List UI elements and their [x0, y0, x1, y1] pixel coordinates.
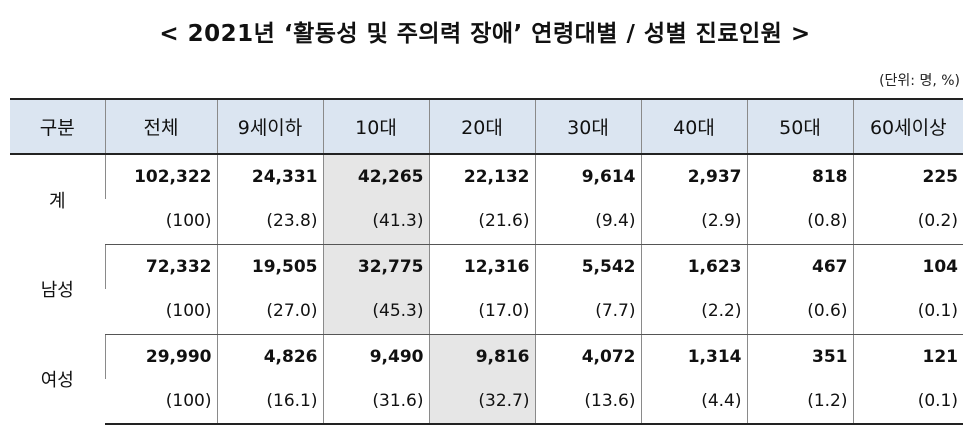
share-cell: (45.3): [322, 289, 429, 335]
table-row-count: 계 102,322 24,331 42,265 22,132 9,614 2,937 818 2…: [10, 154, 963, 212]
column-header: 60세이상: [852, 98, 963, 155]
share-cell: (0.1): [852, 379, 963, 425]
share-cell: (1.2): [746, 379, 853, 425]
table-row-count: 남성 72,332 19,505 32,775 12,316 5,542 1,623 467 1…: [10, 244, 963, 301]
share-cell: (41.3): [322, 199, 429, 245]
count-cell: 9,490: [322, 334, 429, 379]
column-header: 9세이하: [216, 98, 323, 155]
count-cell: 32,775: [322, 244, 429, 289]
count-cell: 104: [852, 244, 963, 289]
count-cell: 102,322: [104, 154, 217, 199]
header-row: 구분 전체 9세이하 10대 20대 30대 40대 50대 60세이상: [10, 98, 963, 155]
share-cell: (4.4): [640, 379, 747, 425]
share-cell: (16.1): [216, 379, 323, 425]
row-group-label: 여성: [40, 370, 74, 391]
share-cell: (32.7): [428, 379, 535, 425]
share-cell: (100): [105, 199, 217, 245]
table-row-count: 여성 29,990 4,826 9,490 9,816 4,072 1,314 351 121: [10, 334, 963, 391]
count-cell: 9,816: [428, 334, 535, 379]
share-cell: (23.8): [216, 199, 323, 245]
count-cell: 225: [852, 154, 963, 199]
column-header: 10대: [322, 98, 429, 155]
share-cell: (100): [105, 379, 217, 425]
share-cell: (0.6): [746, 289, 853, 335]
share-cell: (31.6): [322, 379, 429, 425]
column-header: 40대: [640, 98, 747, 155]
count-cell: 72,332: [104, 244, 217, 289]
count-cell: 121: [852, 334, 963, 379]
count-cell: 24,331: [216, 154, 323, 199]
count-cell: 818: [746, 154, 853, 199]
count-cell: 12,316: [428, 244, 535, 289]
column-header: 50대: [746, 98, 853, 155]
count-cell: 4,072: [534, 334, 641, 379]
share-cell: (2.9): [640, 199, 747, 245]
share-cell: (0.2): [852, 199, 963, 245]
count-cell: 1,314: [640, 334, 747, 379]
table-row-share: (100) (27.0) (45.3) (17.0) (7.7) (2.2) (0.6) (0…: [10, 289, 963, 335]
table-row-share: (100) (16.1) (31.6) (32.7) (13.6) (4.4) (1.2)(…: [10, 379, 963, 425]
share-cell: (17.0): [428, 289, 535, 335]
count-cell: 1,623: [640, 244, 747, 289]
share-cell: (9.4): [534, 199, 641, 245]
count-cell: 5,542: [534, 244, 641, 289]
column-header: 전체: [104, 98, 217, 155]
share-cell: (2.2): [640, 289, 747, 335]
row-group-label: 계: [48, 190, 66, 212]
count-cell: 42,265: [322, 154, 429, 199]
share-cell: (100): [105, 289, 217, 335]
column-header: 구분: [10, 98, 105, 155]
patient-stats-table: 구분 전체 9세이하 10대 20대 30대 40대 50대 60세이상 계 10…: [10, 98, 963, 425]
count-cell: 351: [746, 334, 853, 379]
share-cell: (21.6): [428, 199, 535, 245]
count-cell: 9,614: [534, 154, 641, 199]
column-header: 30대: [534, 98, 641, 155]
column-header: 20대: [428, 98, 535, 155]
count-cell: 22,132: [428, 154, 535, 199]
count-cell: 29,990: [104, 334, 217, 379]
page-title: < 2021년 ‘활동성 및 주의력 장애’ 연령대별 / 성별 진료인원 >: [159, 21, 811, 47]
count-cell: 4,826: [216, 334, 323, 379]
table-row-share: (100) (23.8) (41.3) (21.6) (9.4) (2.9) (0.8) (0…: [10, 199, 963, 245]
share-cell: (27.0): [216, 289, 323, 335]
share-cell: (13.6): [534, 379, 641, 425]
row-group-label: 남성: [40, 280, 74, 301]
share-cell: (7.7): [534, 289, 641, 335]
count-cell: 19,505: [216, 244, 323, 289]
count-cell: 467: [746, 244, 853, 289]
share-cell: (0.8): [746, 199, 853, 245]
share-cell: (0.1): [852, 289, 963, 335]
count-cell: 2,937: [640, 154, 747, 199]
unit-note: (단위: 명, %): [879, 73, 960, 89]
